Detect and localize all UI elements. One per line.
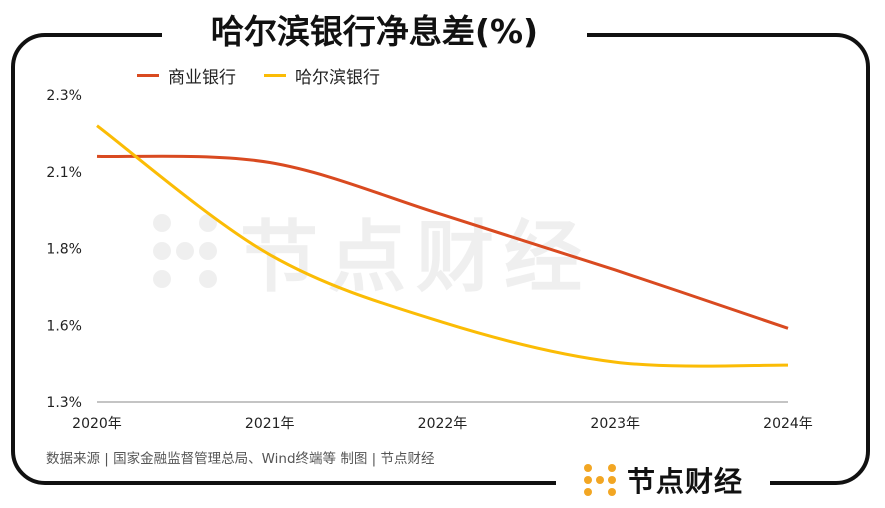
chart-title: 哈尔滨银行净息差(%) <box>210 12 539 51</box>
brand-dot <box>583 488 592 496</box>
brand-dot <box>607 488 616 496</box>
brand-dot <box>583 464 592 472</box>
legend-label-series-1: 商业银行 <box>168 67 236 88</box>
brand-name: 节点财经 <box>626 465 743 498</box>
brand-dot <box>595 476 604 484</box>
x-tick-label: 2024年 <box>763 416 813 432</box>
legend: 商业银行 哈尔滨银行 <box>137 62 408 88</box>
watermark-text: 节点财经 <box>240 213 593 303</box>
x-tick-label: 2023年 <box>590 416 640 432</box>
brand-dot <box>583 476 592 484</box>
legend-swatch-series-2 <box>264 73 286 77</box>
legend-swatch-series-1 <box>137 73 159 77</box>
y-tick-label: 2.1% <box>46 165 82 181</box>
legend-item-series-1: 商业银行 <box>137 63 236 88</box>
series-line-2 <box>96 124 789 368</box>
legend-item-series-2: 哈尔滨银行 <box>264 63 380 88</box>
source-note: 数据来源 | 国家金融监督管理总局、Wind终端等 制图 | 节点财经 <box>46 451 435 467</box>
brand-dot <box>607 464 616 472</box>
x-tick-label: 2020年 <box>72 416 122 432</box>
series-lines <box>96 124 789 368</box>
series-line-1 <box>96 154 789 330</box>
x-tick-label: 2021年 <box>245 416 295 432</box>
y-tick-label: 1.3% <box>46 395 82 411</box>
y-tick-label: 2.3% <box>46 88 82 104</box>
axes: 2.3% 2.1% 1.8% 1.6% 1.3% 2020年 2021年 2022年 2023年… <box>46 88 812 432</box>
watermark: 节点财经 <box>150 195 592 307</box>
title-box: 哈尔滨银行净息差(%) <box>162 6 587 58</box>
y-tick-label: 1.6% <box>46 318 82 334</box>
brand-logo: 节点财经 <box>556 458 770 502</box>
legend-label-series-2: 哈尔滨银行 <box>295 67 380 88</box>
brand-dots-icon <box>583 464 616 496</box>
y-tick-label: 1.8% <box>46 242 82 258</box>
brand-dot <box>607 476 616 484</box>
x-tick-label: 2022年 <box>418 416 468 432</box>
watermark-logo-icon <box>153 214 217 288</box>
